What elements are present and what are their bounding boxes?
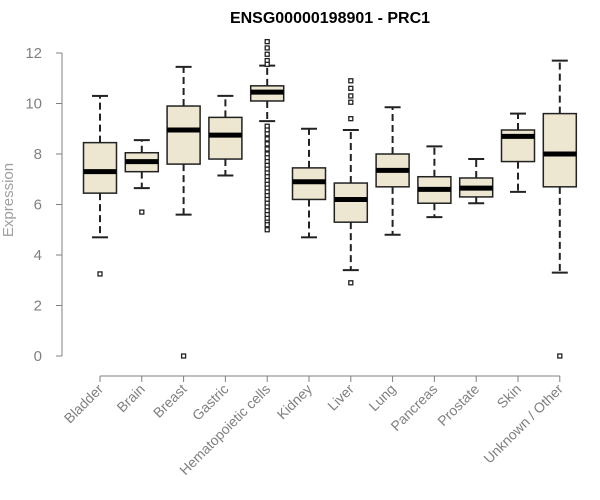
box-unknown-other (542, 59, 578, 359)
outlier-point (264, 146, 270, 152)
box-hematopoietic-cells (249, 38, 285, 233)
box-pancreas (417, 145, 452, 219)
y-tick-label: 8 (34, 146, 42, 163)
x-category-label: Prostate (434, 381, 482, 429)
box-bladder (82, 94, 118, 277)
outlier-point (348, 78, 354, 84)
outlier-point (348, 116, 354, 122)
box-prostate (458, 158, 494, 205)
x-category-label: Breast (150, 381, 190, 421)
outlier-point (557, 353, 563, 359)
outlier-point (264, 222, 270, 228)
box-brain (124, 139, 160, 215)
outlier-point (348, 280, 354, 286)
outlier-point (348, 85, 354, 91)
outlier-point (264, 131, 270, 137)
box-breast (166, 65, 201, 359)
iqr-box (542, 112, 578, 188)
iqr-box (208, 116, 243, 160)
outlier-point (97, 271, 103, 277)
box-gastric (208, 94, 243, 177)
outlier-point (264, 136, 270, 142)
y-tick-label: 10 (25, 96, 42, 113)
box-skin (500, 112, 536, 193)
box-series (82, 38, 578, 359)
outlier-point (180, 353, 187, 359)
box-lung (375, 106, 410, 236)
x-category-label: Lung (365, 381, 398, 414)
y-axis: 0 2 4 6 8 10 12 (25, 45, 63, 365)
chart-title: ENSG00000198901 - PRC1 (230, 10, 430, 27)
outlier-point (348, 93, 354, 99)
x-category-label: Bladder (61, 381, 107, 427)
box-kidney (291, 127, 327, 239)
y-tick-label: 4 (34, 247, 42, 264)
outlier-point (264, 45, 270, 51)
iqr-box (333, 182, 369, 223)
outlier-point (348, 99, 354, 105)
x-category-label: Kidney (274, 381, 316, 423)
y-axis-title: Expression (0, 163, 17, 237)
outlier-point (264, 38, 270, 45)
box-liver (333, 78, 369, 286)
outlier-point (139, 209, 145, 215)
y-tick-label: 2 (34, 298, 42, 315)
outlier-point (264, 227, 270, 233)
outlier-point (264, 141, 270, 147)
y-tick-label: 6 (34, 197, 42, 214)
y-tick-label: 0 (34, 348, 42, 365)
y-tick-label: 12 (25, 45, 42, 62)
outlier-point (264, 51, 270, 57)
x-category-label: Brain (113, 381, 147, 415)
iqr-box (82, 141, 118, 194)
x-category-label: Unknown / Other (480, 381, 566, 467)
iqr-box (166, 105, 201, 165)
x-category-label: Liver (324, 381, 357, 414)
x-category-label: Skin (494, 381, 525, 412)
outlier-point (264, 61, 270, 68)
